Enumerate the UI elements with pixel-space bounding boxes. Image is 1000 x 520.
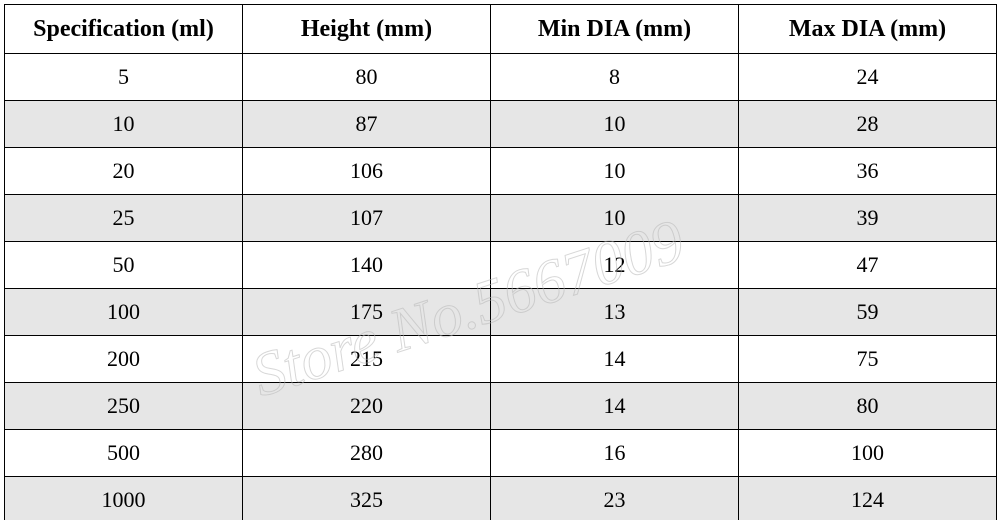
table-row: 50 140 12 47 xyxy=(5,242,997,289)
cell-spec: 100 xyxy=(5,289,243,336)
cell-spec: 1000 xyxy=(5,477,243,520)
cell-height: 80 xyxy=(243,54,491,101)
header-spec: Specification (ml) xyxy=(5,5,243,54)
header-height: Height (mm) xyxy=(243,5,491,54)
table-row: 25 107 10 39 xyxy=(5,195,997,242)
cell-spec: 50 xyxy=(5,242,243,289)
cell-max: 28 xyxy=(739,101,997,148)
cell-max: 80 xyxy=(739,383,997,430)
cell-height: 215 xyxy=(243,336,491,383)
cell-min: 12 xyxy=(491,242,739,289)
table-row: 500 280 16 100 xyxy=(5,430,997,477)
header-row: Specification (ml) Height (mm) Min DIA (… xyxy=(5,5,997,54)
cell-spec: 20 xyxy=(5,148,243,195)
cell-height: 220 xyxy=(243,383,491,430)
cell-height: 280 xyxy=(243,430,491,477)
table-row: 250 220 14 80 xyxy=(5,383,997,430)
cell-max: 24 xyxy=(739,54,997,101)
cell-max: 36 xyxy=(739,148,997,195)
cell-spec: 25 xyxy=(5,195,243,242)
cell-spec: 10 xyxy=(5,101,243,148)
cell-min: 8 xyxy=(491,54,739,101)
cell-height: 106 xyxy=(243,148,491,195)
cell-spec: 5 xyxy=(5,54,243,101)
cell-height: 107 xyxy=(243,195,491,242)
cell-max: 75 xyxy=(739,336,997,383)
spec-table: Specification (ml) Height (mm) Min DIA (… xyxy=(4,4,997,520)
table-row: 100 175 13 59 xyxy=(5,289,997,336)
cell-height: 175 xyxy=(243,289,491,336)
cell-min: 10 xyxy=(491,101,739,148)
table-row: 1000 325 23 124 xyxy=(5,477,997,520)
cell-min: 16 xyxy=(491,430,739,477)
cell-min: 23 xyxy=(491,477,739,520)
header-min: Min DIA (mm) xyxy=(491,5,739,54)
cell-height: 325 xyxy=(243,477,491,520)
cell-spec: 250 xyxy=(5,383,243,430)
cell-spec: 200 xyxy=(5,336,243,383)
cell-min: 13 xyxy=(491,289,739,336)
cell-min: 14 xyxy=(491,383,739,430)
cell-max: 47 xyxy=(739,242,997,289)
cell-height: 140 xyxy=(243,242,491,289)
cell-spec: 500 xyxy=(5,430,243,477)
cell-max: 39 xyxy=(739,195,997,242)
header-max: Max DIA (mm) xyxy=(739,5,997,54)
cell-height: 87 xyxy=(243,101,491,148)
table-row: 5 80 8 24 xyxy=(5,54,997,101)
cell-min: 10 xyxy=(491,195,739,242)
cell-max: 124 xyxy=(739,477,997,520)
table-row: 200 215 14 75 xyxy=(5,336,997,383)
table-row: 10 87 10 28 xyxy=(5,101,997,148)
cell-max: 59 xyxy=(739,289,997,336)
cell-min: 14 xyxy=(491,336,739,383)
table-row: 20 106 10 36 xyxy=(5,148,997,195)
cell-min: 10 xyxy=(491,148,739,195)
cell-max: 100 xyxy=(739,430,997,477)
